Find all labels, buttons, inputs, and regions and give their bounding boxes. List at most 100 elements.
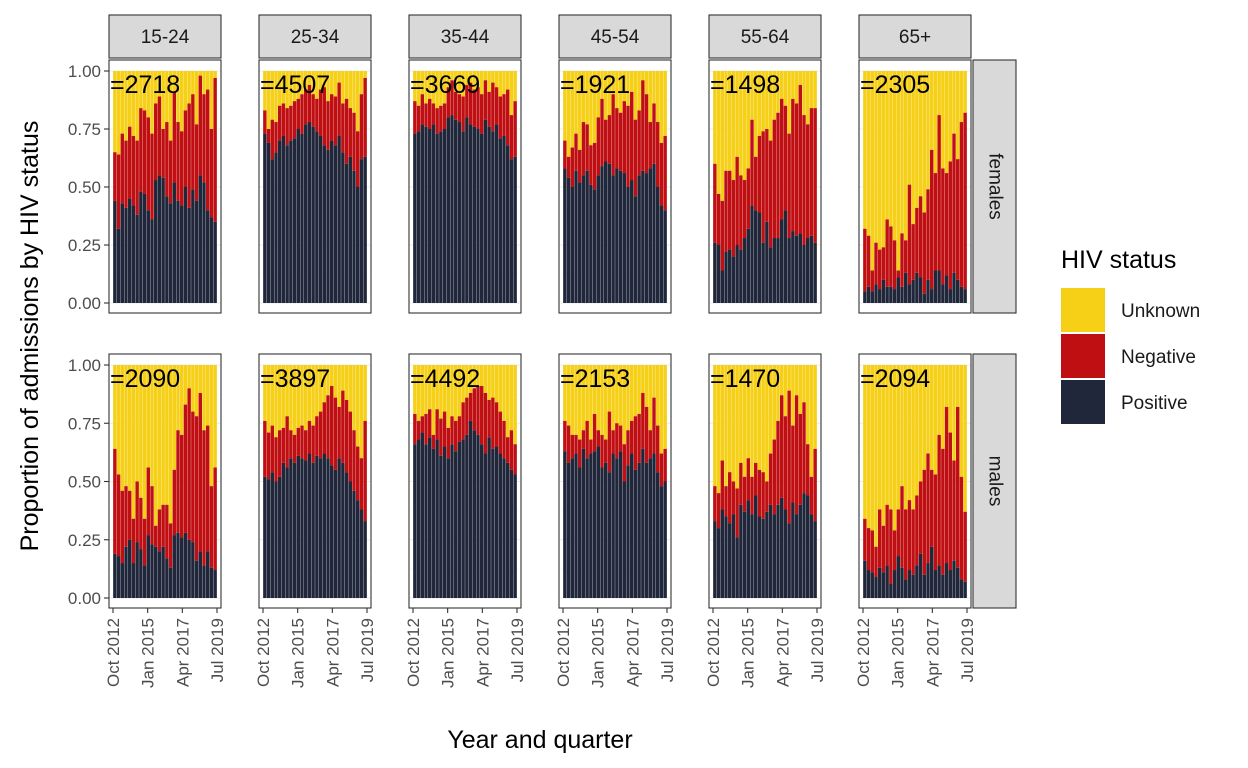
bar-unknown — [292, 71, 297, 102]
bar-unknown — [502, 71, 506, 95]
bar-positive — [600, 166, 604, 303]
bar-positive — [352, 170, 356, 303]
bar-negative — [813, 448, 817, 522]
bar-positive — [728, 249, 732, 303]
bar-positive — [435, 133, 439, 303]
bar-positive — [439, 455, 443, 598]
bar-unknown — [413, 365, 417, 414]
bar-positive — [637, 462, 641, 598]
bar-positive — [566, 462, 571, 598]
bar-unknown — [907, 365, 912, 501]
bar-unknown — [206, 71, 210, 90]
bar-positive — [915, 272, 919, 303]
bar-negative — [296, 98, 300, 129]
bar-positive — [513, 156, 517, 303]
bar-negative — [863, 518, 867, 561]
bar-positive — [289, 140, 293, 303]
bar-negative — [870, 530, 874, 573]
bar-positive — [600, 467, 604, 598]
bar-unknown — [416, 365, 421, 421]
bar-negative — [731, 180, 736, 257]
bar-negative — [930, 469, 934, 547]
bar-positive — [776, 238, 780, 303]
bar-negative — [356, 446, 360, 501]
bar-negative — [659, 142, 664, 206]
x-tick-label: Apr 2017 — [623, 618, 642, 687]
bar-negative — [611, 430, 615, 454]
bar-negative — [187, 103, 191, 208]
bar-negative — [754, 462, 758, 496]
bar-negative — [757, 469, 762, 517]
bar-positive — [863, 291, 867, 303]
bar-positive — [322, 145, 326, 303]
panel-males-55-64: =1470 Oct 2012 Jan 2015 Apr 2017 Jul 2019 — [704, 353, 827, 688]
bar-positive — [168, 567, 173, 598]
bar-positive — [292, 138, 297, 303]
bar-positive — [944, 275, 949, 303]
x-tick-label: Apr 2017 — [323, 618, 342, 687]
bar-unknown — [154, 71, 158, 104]
bar-unknown — [502, 365, 506, 421]
bar-positive — [461, 439, 465, 598]
bar-positive — [494, 446, 499, 598]
bar-negative — [491, 82, 495, 132]
bar-unknown — [885, 71, 889, 220]
bar-unknown — [948, 71, 952, 162]
bar-positive — [739, 504, 743, 598]
bar-negative — [611, 94, 615, 176]
bar-positive — [281, 135, 286, 303]
bar-unknown — [896, 71, 900, 271]
bar-positive — [468, 124, 473, 303]
bar-positive — [157, 551, 162, 598]
bar-positive — [172, 182, 176, 303]
bar-positive — [356, 187, 360, 303]
x-axis-title: Year and quarter — [447, 726, 632, 754]
bar-positive — [787, 238, 791, 303]
bar-unknown — [720, 365, 724, 461]
bar-positive — [278, 140, 282, 303]
bar-negative — [918, 196, 923, 278]
bar-negative — [513, 101, 517, 157]
bar-negative — [765, 481, 769, 512]
bar-negative — [146, 467, 150, 536]
bar-positive — [289, 458, 293, 598]
strip-background — [858, 14, 972, 59]
bar-negative — [274, 122, 278, 153]
bar-positive — [487, 126, 491, 304]
bar-unknown — [933, 71, 938, 174]
bar-positive — [866, 570, 871, 598]
bar-positive — [596, 175, 600, 303]
bar-negative — [802, 402, 806, 494]
bar-unknown — [600, 71, 604, 99]
bar-positive — [509, 469, 514, 598]
bar-positive — [483, 119, 488, 303]
bar-positive — [787, 523, 791, 598]
bar-positive — [435, 439, 439, 598]
bar-negative — [585, 420, 589, 459]
bar-negative — [578, 439, 582, 468]
bar-unknown — [806, 365, 810, 445]
bar-negative — [563, 420, 567, 452]
bar-positive — [446, 117, 450, 304]
bar-positive — [776, 504, 780, 598]
facet-strip-35-44: 35-44 — [408, 14, 522, 59]
bar-unknown — [728, 71, 732, 171]
bar-positive — [656, 187, 660, 303]
bar-unknown — [870, 365, 874, 531]
bar-unknown — [874, 365, 878, 547]
bar-positive — [348, 481, 352, 598]
panel-males-65+: =2094 Oct 2012 Jan 2015 Apr 2017 Jul 2019 — [854, 353, 977, 688]
panel-border — [708, 353, 822, 609]
bar-unknown — [757, 71, 762, 136]
bar-negative — [794, 103, 799, 236]
bar-unknown — [509, 71, 514, 116]
bar-positive — [506, 462, 510, 598]
bar-unknown — [457, 365, 462, 417]
bar-unknown — [213, 71, 217, 78]
bar-unknown — [172, 71, 176, 92]
bar-positive — [959, 286, 964, 303]
bar-unknown — [874, 71, 878, 243]
bar-unknown — [746, 71, 750, 169]
bar-unknown — [209, 365, 214, 487]
bar-positive — [813, 521, 817, 598]
